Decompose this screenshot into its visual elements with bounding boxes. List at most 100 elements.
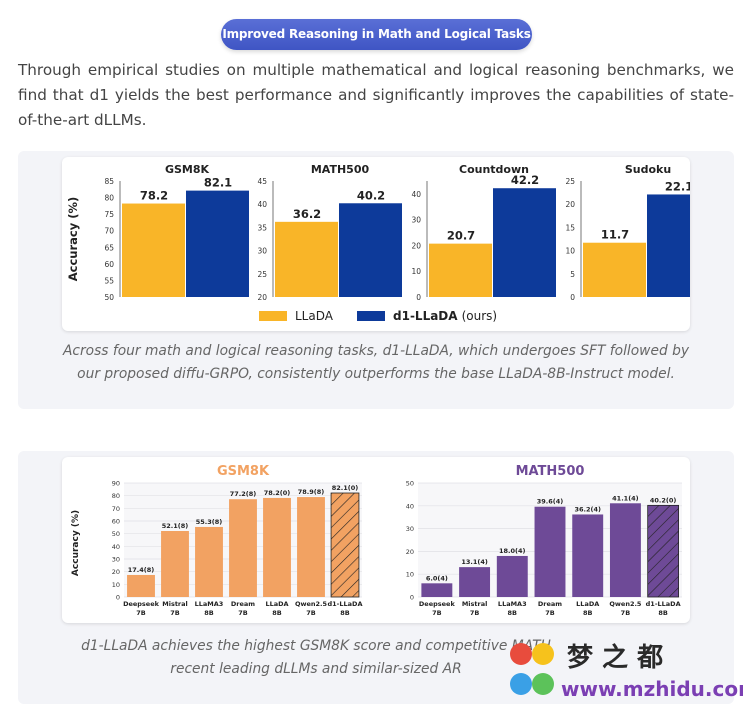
fig2-bar <box>297 497 325 597</box>
fig2-bar-value-label: 13.1(4) <box>461 558 488 566</box>
figure2-chart: Accuracy (%) 0 10 20 30 40 50 60 70 80 90 GSM8K 17.… <box>71 464 682 617</box>
figure1-legend: LLaDA d1-LLaDA (ours) <box>259 309 497 323</box>
fig2-xtick-label-size: 7B <box>170 609 180 617</box>
figure1-card: Accuracy (%) LLaDA d1-LLaDA (ours) GSM8K 5… <box>62 157 710 331</box>
fig2-bar-hatch <box>647 504 680 598</box>
fig1-subplot-math500: MATH500 20 25 30 35 40 45 36.2 40.2 <box>257 163 402 302</box>
fig1-subplot-countdown: Countdown 0 10 20 30 40 20.7 42.2 <box>411 163 556 302</box>
legend-swatch-d1 <box>357 311 385 321</box>
fig1-subplot-title: Countdown <box>459 163 529 176</box>
fig2-bar-value-label: 78.9(8) <box>298 488 325 496</box>
watermark-url: www.mzhidu.com <box>561 677 743 701</box>
fig2-ytick-label: 0 <box>410 594 414 602</box>
fig2-bar <box>534 506 566 597</box>
fig2-ytick-label: 0 <box>116 594 120 602</box>
fig2-xtick-label-size: 8B <box>204 609 214 617</box>
fig2-bar <box>421 583 453 597</box>
fig1-ytick-label: 50 <box>104 293 114 302</box>
fig2-xtick-label-model: Dream <box>231 600 255 608</box>
fig2-bar <box>572 514 604 597</box>
fig2-subplot-title: GSM8K <box>217 464 270 479</box>
fig2-xtick-label-size: 7B <box>470 609 480 617</box>
watermark-logo-dot-red <box>510 643 532 665</box>
fig2-bar-value-label: 40.2(0) <box>650 496 677 504</box>
fig2-xtick-label-model: Qwen2.5 <box>295 600 328 608</box>
fig1-subplot-title: MATH500 <box>311 163 370 176</box>
fig2-ytick-label: 10 <box>406 571 414 579</box>
fig1-bar-llada <box>275 221 338 297</box>
fig1-ytick-label: 20 <box>257 293 267 302</box>
fig1-ytick-label: 10 <box>411 267 421 276</box>
fig1-bar-value-label: 42.2 <box>511 173 539 187</box>
fig2-ytick-label: 30 <box>406 525 414 533</box>
fig1-bar-value-label: 82.1 <box>204 176 232 190</box>
fig1-ytick-label: 10 <box>565 247 575 256</box>
fig2-ytick-label: 30 <box>112 556 120 564</box>
fig2-xtick-label-model: Dream <box>538 600 562 608</box>
figure2-card: Accuracy (%) 0 10 20 30 40 50 60 70 80 90 GSM8K 17.… <box>62 457 690 623</box>
legend-label-d1-suffix: (ours) <box>462 309 498 323</box>
legend-label-d1-bold: d1-LLaDA <box>393 309 458 323</box>
fig1-ytick-label: 40 <box>411 190 421 199</box>
fig2-bar-value-label: 41.1(4) <box>612 494 639 502</box>
fig2-subplot-gsm8k: 0102030405060708090GSM8K17.4(8)Deepseek7… <box>112 464 363 617</box>
fig1-ytick-label: 75 <box>104 210 114 219</box>
fig2-bar-value-label: 6.0(4) <box>426 574 448 582</box>
fig1-bar-llada <box>122 203 185 297</box>
fig2-ytick-label: 40 <box>406 502 414 510</box>
fig1-ytick-label: 45 <box>257 177 267 186</box>
fig1-bar-value-label: 11.7 <box>601 228 629 242</box>
fig1-bar-d1 <box>339 203 402 297</box>
fig2-xtick-label-size: 7B <box>432 609 442 617</box>
fig1-subplot-gsm8k: GSM8K 50 55 60 65 70 75 80 85 78.2 82.1 <box>104 163 249 302</box>
fig2-xtick-label-model: d1-LLaDA <box>328 600 363 608</box>
fig2-ytick-label: 50 <box>406 480 414 488</box>
fig1-ytick-label: 5 <box>570 270 575 279</box>
fig2-ytick-label: 40 <box>112 543 120 551</box>
fig2-bar-value-label: 78.2(0) <box>264 489 291 497</box>
fig2-ytick-label: 70 <box>112 505 120 513</box>
fig2-bar <box>263 497 291 597</box>
fig2-bar-value-label: 17.4(8) <box>128 566 155 574</box>
fig1-bar-d1 <box>493 188 556 297</box>
fig2-ytick-label: 20 <box>112 568 120 576</box>
fig2-bar <box>496 555 528 597</box>
fig2-xtick-label-model: Mistral <box>162 600 188 608</box>
fig2-xtick-label-model: LLaDA <box>265 600 288 608</box>
fig1-bar-value-label: 40.2 <box>357 188 385 202</box>
fig2-bar-value-label: 39.6(4) <box>537 498 564 506</box>
figure2-panel: Accuracy (%) 0 10 20 30 40 50 60 70 80 90 GSM8K 17.… <box>18 451 734 704</box>
intro-paragraph: Through empirical studies on multiple ma… <box>18 61 734 129</box>
fig2-ytick-label: 90 <box>112 480 120 488</box>
fig2-subplot-math500: 01020304050MATH5006.0(4)Deepseek7B13.1(4… <box>406 464 682 617</box>
fig1-bar-value-label: 22.1 <box>665 179 690 193</box>
fig2-ytick-label: 50 <box>112 530 120 538</box>
fig2-bar <box>609 503 641 597</box>
fig2-xtick-label-size: 7B <box>306 609 316 617</box>
fig1-bar-value-label: 20.7 <box>447 229 475 243</box>
figure1-caption: Across four math and logical reasoning t… <box>62 343 690 382</box>
fig2-xtick-label-size: 8B <box>340 609 350 617</box>
fig1-bar-llada <box>583 242 646 297</box>
fig1-bar-d1 <box>186 190 249 297</box>
figure2-ylabel: Accuracy (%) <box>71 510 81 576</box>
fig2-bar-value-label: 36.2(4) <box>574 505 601 513</box>
fig2-xtick-label-model: LLaMA3 <box>498 600 527 608</box>
fig1-ytick-label: 55 <box>104 276 114 285</box>
fig2-ytick-label: 10 <box>112 581 120 589</box>
figure2-caption-line1: d1-LLaDA achieves the highest GSM8K scor… <box>81 638 551 654</box>
fig2-xtick-label-size: 8B <box>658 609 668 617</box>
fig2-bar <box>459 567 491 597</box>
fig1-bar-d1 <box>647 194 710 297</box>
fig2-bar-value-label: 18.0(4) <box>499 547 526 555</box>
fig1-bar-llada <box>429 243 492 297</box>
fig2-bar <box>161 531 189 597</box>
fig1-ytick-label: 70 <box>104 227 114 236</box>
fig1-bar-value-label: 36.2 <box>293 207 321 221</box>
fig1-ytick-label: 25 <box>565 177 575 186</box>
fig2-xtick-label-size: 7B <box>621 609 631 617</box>
fig2-subplot-title: MATH500 <box>516 464 585 479</box>
fig2-xtick-label-size: 8B <box>272 609 282 617</box>
section-badge: Improved Reasoning in Math and Logical T… <box>221 19 532 50</box>
fig2-xtick-label-size: 7B <box>238 609 248 617</box>
